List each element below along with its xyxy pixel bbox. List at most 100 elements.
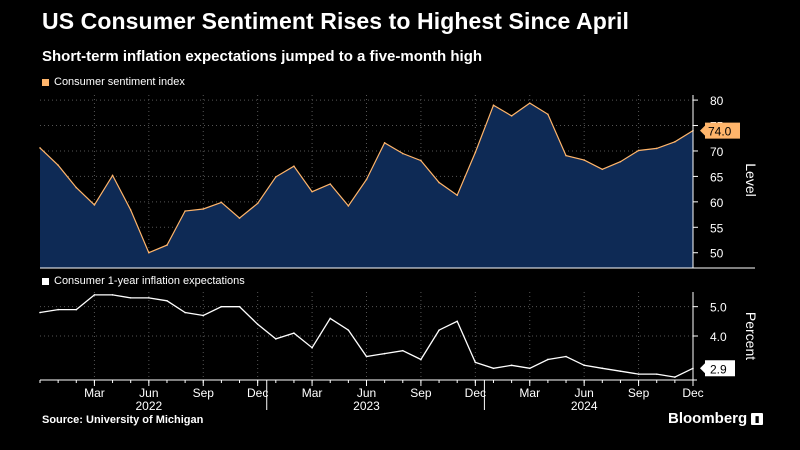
inflation-point: [674, 376, 676, 378]
y-tick-label-top: 60: [710, 196, 724, 210]
sentiment-point: [637, 149, 640, 152]
sentiment-point: [420, 159, 422, 162]
inflation-point: [619, 370, 622, 373]
sentiment-point: [129, 209, 132, 211]
x-year-label: 2022: [135, 399, 162, 413]
inflation-point: [166, 300, 168, 302]
x-tick-label: Dec: [465, 386, 486, 400]
sentiment-point: [238, 217, 241, 219]
y-tick-label-top: 70: [710, 145, 724, 159]
sentiment-point: [166, 244, 168, 246]
inflation-point: [57, 308, 59, 311]
last-value-pointer-inflation: [700, 363, 705, 374]
inflation-point: [565, 355, 567, 358]
sentiment-point: [39, 147, 41, 149]
sentiment-point: [256, 202, 259, 205]
inflation-point: [583, 364, 585, 367]
legend-inflation: Consumer 1-year inflation expectations: [42, 275, 245, 287]
inflation-point: [275, 338, 277, 340]
sentiment-area: [40, 103, 693, 268]
sentiment-point: [474, 151, 477, 154]
inflation-point: [148, 297, 150, 299]
last-value-label-inflation: 2.9: [710, 362, 727, 376]
sentiment-point: [365, 178, 368, 181]
sentiment-point: [401, 152, 404, 155]
inflation-point: [347, 329, 350, 331]
inflation-point: [238, 305, 241, 308]
inflation-point: [202, 314, 205, 317]
x-tick-label: Jun: [574, 386, 593, 400]
sentiment-point: [311, 190, 313, 193]
y-axis-title-inflation: Percent: [743, 312, 759, 360]
y-tick-label-top: 65: [710, 170, 724, 184]
inflation-point: [637, 373, 640, 375]
x-tick-label: Jun: [357, 386, 376, 400]
brand-name: Bloomberg: [668, 410, 748, 427]
inflation-point: [420, 358, 422, 361]
sentiment-point: [111, 174, 114, 177]
y-tick-label-top: 50: [710, 247, 724, 261]
y-tick-label-bottom: 5.0: [710, 301, 727, 315]
x-tick-label: Mar: [519, 386, 540, 400]
chart-title: US Consumer Sentiment Rises to Highest S…: [42, 8, 629, 34]
sentiment-point: [528, 102, 531, 104]
sentiment-point: [674, 141, 676, 143]
chart-subtitle: Short-term inflation expectations jumped…: [42, 48, 483, 65]
sentiment-point: [148, 251, 150, 254]
sentiment-point: [510, 115, 513, 117]
sentiment-point: [601, 168, 604, 171]
sentiment-point: [565, 154, 567, 157]
sentiment-point: [583, 159, 585, 161]
sentiment-point: [75, 186, 78, 189]
x-tick-label: Mar: [302, 386, 323, 400]
legend-swatch-inflation: [42, 277, 49, 285]
brand-logo: Bloomberg ▮: [668, 410, 764, 427]
y-tick-label-bottom: 4.0: [710, 330, 727, 344]
inflation-point: [383, 352, 386, 355]
y-axis-title-sentiment: Level: [743, 163, 759, 196]
inflation-point: [329, 317, 332, 320]
y-tick-label-top: 55: [710, 221, 724, 235]
y-tick-label-top: 80: [710, 94, 724, 108]
sentiment-point: [456, 194, 458, 197]
inflation-point: [75, 308, 78, 311]
sentiment-point: [57, 164, 59, 167]
inflation-point: [184, 311, 186, 314]
inflation-point: [456, 320, 458, 323]
inflation-point: [601, 367, 604, 370]
last-value-box-inflation: [705, 360, 735, 377]
x-tick-label: Sep: [193, 386, 215, 400]
x-tick-label: Dec: [247, 386, 268, 400]
inflation-point: [401, 349, 404, 352]
sentiment-point: [184, 210, 186, 212]
inflation-point: [256, 323, 259, 326]
inflation-panel: 4.0 5.0 2.9 Percent: [39, 292, 759, 380]
sentiment-point: [202, 208, 205, 210]
x-tick-label: Sep: [628, 386, 650, 400]
sentiment-point: [93, 204, 96, 206]
sentiment-point: [655, 147, 658, 150]
x-tick-label: Jun: [139, 386, 158, 400]
sentiment-point: [619, 160, 622, 163]
inflation-point: [655, 373, 658, 375]
sentiment-point: [383, 142, 386, 144]
x-year-label: 2023: [353, 399, 380, 413]
inflation-point: [111, 294, 114, 296]
legend-swatch-sentiment: [42, 78, 49, 86]
inflation-point: [528, 367, 531, 370]
last-value-label-sentiment: 74.0: [708, 125, 732, 139]
inflation-point: [39, 311, 41, 314]
last-value-box-sentiment: [705, 122, 740, 139]
inflation-point: [93, 294, 96, 296]
sentiment-point: [347, 205, 350, 207]
sentiment-point: [220, 201, 223, 204]
inflation-point: [311, 346, 313, 349]
x-tick-label: Sep: [410, 386, 432, 400]
sentiment-point: [329, 183, 332, 185]
sentiment-point: [275, 176, 277, 178]
x-tick-label: Mar: [84, 386, 105, 400]
x-axis: Mar Jun Sep Dec Mar Jun Sep Dec Mar Jun Sep Dec 2022…: [39, 379, 704, 413]
last-value-pointer-sentiment: [700, 125, 705, 136]
